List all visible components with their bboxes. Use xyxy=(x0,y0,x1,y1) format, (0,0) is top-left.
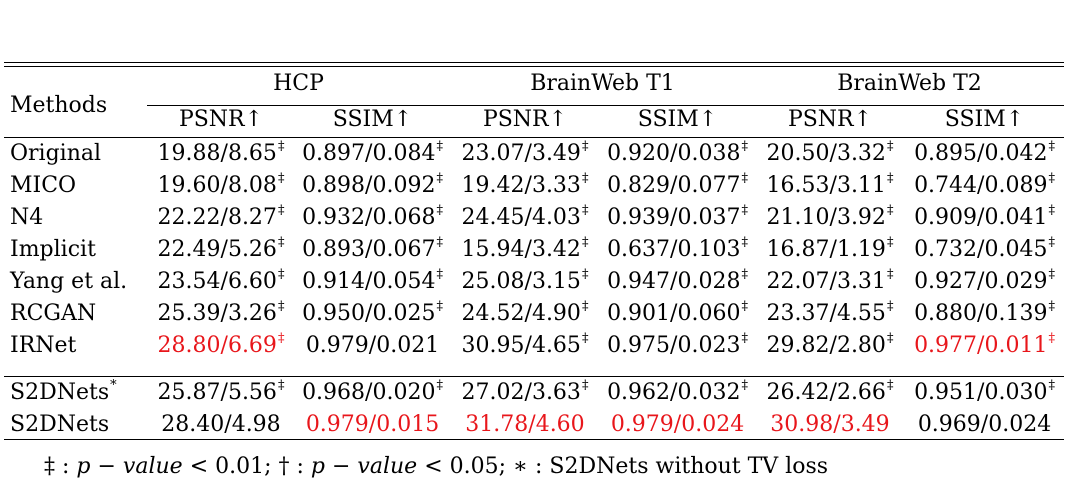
table-cell: 25.39/3.26‡ xyxy=(157,298,285,326)
table-footnote: ‡ : p − value < 0.01; † : p − value < 0.… xyxy=(44,454,829,479)
top-rule-double xyxy=(4,66,1064,67)
table-cell: 25.08/3.15‡ xyxy=(461,266,589,294)
table-cell: 15.94/3.42‡ xyxy=(461,234,589,262)
method-name: Implicit xyxy=(10,237,96,262)
table-cell: 24.45/4.03‡ xyxy=(461,202,589,230)
double-dagger-symbol: ‡ xyxy=(44,454,55,479)
table-cell: 0.951/0.030‡ xyxy=(914,377,1055,405)
methods-header: Methods xyxy=(10,93,108,118)
table-cell: 27.02/3.63‡ xyxy=(461,377,589,405)
method-name: MICO xyxy=(10,173,77,198)
table-cell: 19.60/8.08‡ xyxy=(157,170,285,198)
method-name: N4 xyxy=(10,205,44,230)
bottom-rule xyxy=(4,439,1064,440)
table-cell: 0.732/0.045‡ xyxy=(914,234,1055,262)
metric-header: SSIM↑ xyxy=(944,107,1025,132)
group-underline xyxy=(147,105,1064,106)
metric-header: SSIM↑ xyxy=(332,107,413,132)
table-cell: 23.54/6.60‡ xyxy=(157,266,285,294)
table-cell: 22.22/8.27‡ xyxy=(157,202,285,230)
p-value-term: p − value xyxy=(310,454,418,479)
table-cell: 0.947/0.028‡ xyxy=(607,266,748,294)
table-cell: 0.909/0.041‡ xyxy=(914,202,1055,230)
table-cell: 0.975/0.023‡ xyxy=(607,330,748,358)
table-cell: 0.895/0.042‡ xyxy=(914,138,1055,166)
table-cell: 0.901/0.060‡ xyxy=(607,298,748,326)
table-cell: 31.78/4.60 xyxy=(465,412,585,437)
metric-header: SSIM↑ xyxy=(637,107,718,132)
table-cell: 0.927/0.029‡ xyxy=(914,266,1055,294)
dagger-symbol: † xyxy=(278,454,290,479)
table-cell: 23.07/3.49‡ xyxy=(461,138,589,166)
threshold-005: < 0.05; xyxy=(424,454,507,479)
table-cell: 0.950/0.025‡ xyxy=(302,298,443,326)
threshold-001: < 0.01; xyxy=(189,454,272,479)
table-cell: 0.969/0.024 xyxy=(917,412,1052,437)
table-cell: 30.98/3.49 xyxy=(770,412,890,437)
metric-header: PSNR↑ xyxy=(178,107,264,132)
table-cell: 0.968/0.020‡ xyxy=(302,377,443,405)
table-cell: 22.49/5.26‡ xyxy=(157,234,285,262)
method-name: RCGAN xyxy=(10,301,97,326)
metric-header: PSNR↑ xyxy=(482,107,568,132)
table-cell: 0.914/0.054‡ xyxy=(302,266,443,294)
table-cell: 0.939/0.037‡ xyxy=(607,202,748,230)
table-cell: 0.880/0.139‡ xyxy=(914,298,1055,326)
table-cell: 0.920/0.038‡ xyxy=(607,138,748,166)
top-rule xyxy=(4,62,1064,63)
table-cell: 0.637/0.103‡ xyxy=(607,234,748,262)
table-cell: 0.979/0.021 xyxy=(305,333,440,358)
star-symbol: ∗ xyxy=(513,454,528,479)
method-name: IRNet xyxy=(10,333,77,358)
metric-header: PSNR↑ xyxy=(787,107,873,132)
group-header-brainweb-t2: BrainWeb T2 xyxy=(837,71,982,96)
table-cell: 0.829/0.077‡ xyxy=(607,170,748,198)
table-cell: 19.42/3.33‡ xyxy=(461,170,589,198)
table-cell: 22.07/3.31‡ xyxy=(766,266,894,294)
table-cell: 0.744/0.089‡ xyxy=(914,170,1055,198)
table-cell: 23.37/4.55‡ xyxy=(766,298,894,326)
table-cell: 26.42/2.66‡ xyxy=(766,377,894,405)
group-header-brainweb-t1: BrainWeb T1 xyxy=(530,71,675,96)
table-cell: 24.52/4.90‡ xyxy=(461,298,589,326)
method-name: S2DNets xyxy=(10,412,110,437)
table-cell: 0.893/0.067‡ xyxy=(302,234,443,262)
table-cell: 19.88/8.65‡ xyxy=(157,138,285,166)
method-name: Original xyxy=(10,141,102,166)
group-header-hcp: HCP xyxy=(273,71,324,96)
table-cell: 28.80/6.69‡ xyxy=(157,330,285,358)
table-cell: 20.50/3.32‡ xyxy=(766,138,894,166)
table-cell: 16.53/3.11‡ xyxy=(766,170,894,198)
group-separator-rule xyxy=(4,376,1064,377)
table-cell: 0.898/0.092‡ xyxy=(302,170,443,198)
header-rule xyxy=(4,137,1064,138)
table-cell: 0.962/0.032‡ xyxy=(607,377,748,405)
method-name: Yang et al. xyxy=(10,269,128,294)
table-cell: 0.977/0.011‡ xyxy=(914,330,1055,358)
table-cell: 0.979/0.024 xyxy=(610,412,745,437)
table-cell: 25.87/5.56‡ xyxy=(157,377,285,405)
table-cell: 28.40/4.98 xyxy=(161,412,281,437)
p-value-term: p − value xyxy=(76,454,183,479)
table-cell: 0.932/0.068‡ xyxy=(302,202,443,230)
table-cell: 21.10/3.92‡ xyxy=(766,202,894,230)
table-cell: 29.82/2.80‡ xyxy=(766,330,894,358)
table-cell: 0.979/0.015 xyxy=(305,412,440,437)
table-cell: 30.95/4.65‡ xyxy=(461,330,589,358)
star-explanation: : S2DNets without TV loss xyxy=(534,454,829,479)
table-cell: 0.897/0.084‡ xyxy=(302,138,443,166)
table-cell: 16.87/1.19‡ xyxy=(766,234,894,262)
method-name: S2DNets* xyxy=(10,377,117,405)
